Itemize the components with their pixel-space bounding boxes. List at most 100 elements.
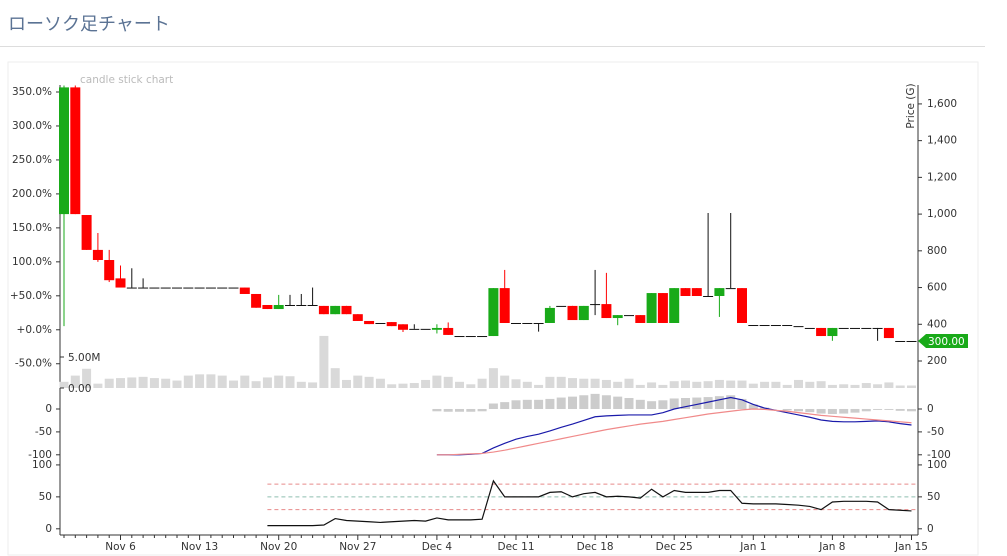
candle-body xyxy=(228,287,239,289)
x-tick-label: Nov 20 xyxy=(260,541,297,553)
tick-label: +0.0% xyxy=(17,324,52,336)
tick-label: 350.0% xyxy=(12,86,52,98)
macd-histogram-bar xyxy=(477,408,487,412)
tick-label: 1,200 xyxy=(927,171,957,183)
volume-bar xyxy=(285,376,295,388)
price-tag xyxy=(918,333,968,348)
tick-label: 400 xyxy=(927,318,947,330)
macd-histogram-bar xyxy=(658,400,668,409)
volume-bar xyxy=(601,379,611,388)
candle-body xyxy=(296,304,307,306)
candle-body xyxy=(533,322,544,324)
candle-body xyxy=(646,293,657,323)
candle-body xyxy=(906,340,917,342)
macd-histogram-bar xyxy=(681,398,690,409)
volume-bar xyxy=(613,381,623,388)
volume-bar xyxy=(895,385,905,388)
volume-bar xyxy=(624,378,634,388)
candle-body xyxy=(375,322,386,324)
volume-bar xyxy=(217,375,227,388)
candle-body xyxy=(544,307,555,323)
candle-body xyxy=(81,215,92,250)
candle-body xyxy=(443,327,454,335)
candle-body xyxy=(612,315,623,319)
candle-body xyxy=(883,327,894,339)
candle-body xyxy=(624,315,634,317)
volume-bar xyxy=(93,383,103,388)
candle-body xyxy=(838,327,849,329)
tick-label: 200.0% xyxy=(12,188,52,200)
volume-bar xyxy=(590,378,600,388)
volume-bar xyxy=(703,381,713,388)
volume-bar xyxy=(805,381,815,388)
candle-body xyxy=(59,87,69,215)
candle-body xyxy=(126,287,137,289)
volume-bar xyxy=(262,377,272,388)
tick-label: 150.0% xyxy=(12,222,52,234)
tick-label: 1,600 xyxy=(927,98,957,110)
macd-histogram-bar xyxy=(590,393,600,409)
macd-histogram-bar xyxy=(895,408,905,411)
candle-body xyxy=(872,327,883,329)
divider xyxy=(0,46,985,47)
volume-bar xyxy=(398,383,408,388)
candle-body xyxy=(239,287,250,294)
volume-bar xyxy=(116,378,125,388)
macd-histogram-bar xyxy=(794,408,803,412)
volume-bar xyxy=(421,379,431,388)
candle-body xyxy=(115,278,126,288)
macd-histogram-bar xyxy=(647,401,657,409)
volume-bar xyxy=(884,382,894,388)
tick-label: 800 xyxy=(927,245,947,257)
volume-bar xyxy=(827,384,837,388)
candle-body xyxy=(793,326,804,328)
volume-bar xyxy=(794,379,803,388)
x-tick-label: Nov 13 xyxy=(181,541,218,553)
macd-histogram-bar xyxy=(861,408,871,412)
page-title: ローソク足チャート xyxy=(8,14,170,35)
volume-bar xyxy=(251,381,261,388)
tick-label: 200 xyxy=(927,355,947,367)
tick-label: 50 xyxy=(39,491,52,503)
candle-body xyxy=(262,304,273,310)
y2-axis-label: Price (G) xyxy=(905,83,917,128)
candle-body xyxy=(567,305,578,321)
candle-body xyxy=(488,288,499,337)
tick-label: 1,400 xyxy=(927,135,957,147)
volume-bar xyxy=(274,375,284,388)
macd-histogram-bar xyxy=(827,408,837,415)
candle-body xyxy=(273,304,284,310)
volume-bar xyxy=(432,375,442,388)
volume-bar xyxy=(488,368,498,388)
volume-bar xyxy=(127,377,137,388)
candle-body xyxy=(172,287,182,289)
candle-body xyxy=(307,304,318,306)
tick-label: -50 xyxy=(35,426,52,438)
volume-bar xyxy=(556,376,566,388)
tick-label: -50.0% xyxy=(15,358,52,370)
macd-histogram-bar xyxy=(568,396,577,409)
candle-body xyxy=(318,305,329,315)
volume-bar xyxy=(319,335,329,388)
candle-body xyxy=(409,328,420,330)
volume-bar xyxy=(409,383,419,388)
macd-histogram-bar xyxy=(816,408,826,414)
x-tick-label: Dec 11 xyxy=(497,541,534,553)
x-tick-label: Nov 6 xyxy=(105,541,136,553)
x-tick-label: Jan 8 xyxy=(818,541,845,553)
candle-body xyxy=(92,249,103,261)
candle-body xyxy=(217,287,228,289)
volume-bar xyxy=(104,378,114,388)
volume-bar xyxy=(850,384,860,388)
volume-bar xyxy=(726,380,736,388)
tick-label: -50 xyxy=(927,426,944,438)
candle-body xyxy=(398,324,408,330)
macd-histogram-bar xyxy=(805,408,815,413)
volume-bar xyxy=(353,375,363,388)
candle-body xyxy=(465,336,476,338)
macd-histogram-bar xyxy=(669,398,679,409)
candle-body xyxy=(431,327,442,330)
candle-body xyxy=(680,288,691,296)
macd-histogram-bar xyxy=(534,399,544,409)
x-tick-label: Nov 27 xyxy=(339,541,376,553)
